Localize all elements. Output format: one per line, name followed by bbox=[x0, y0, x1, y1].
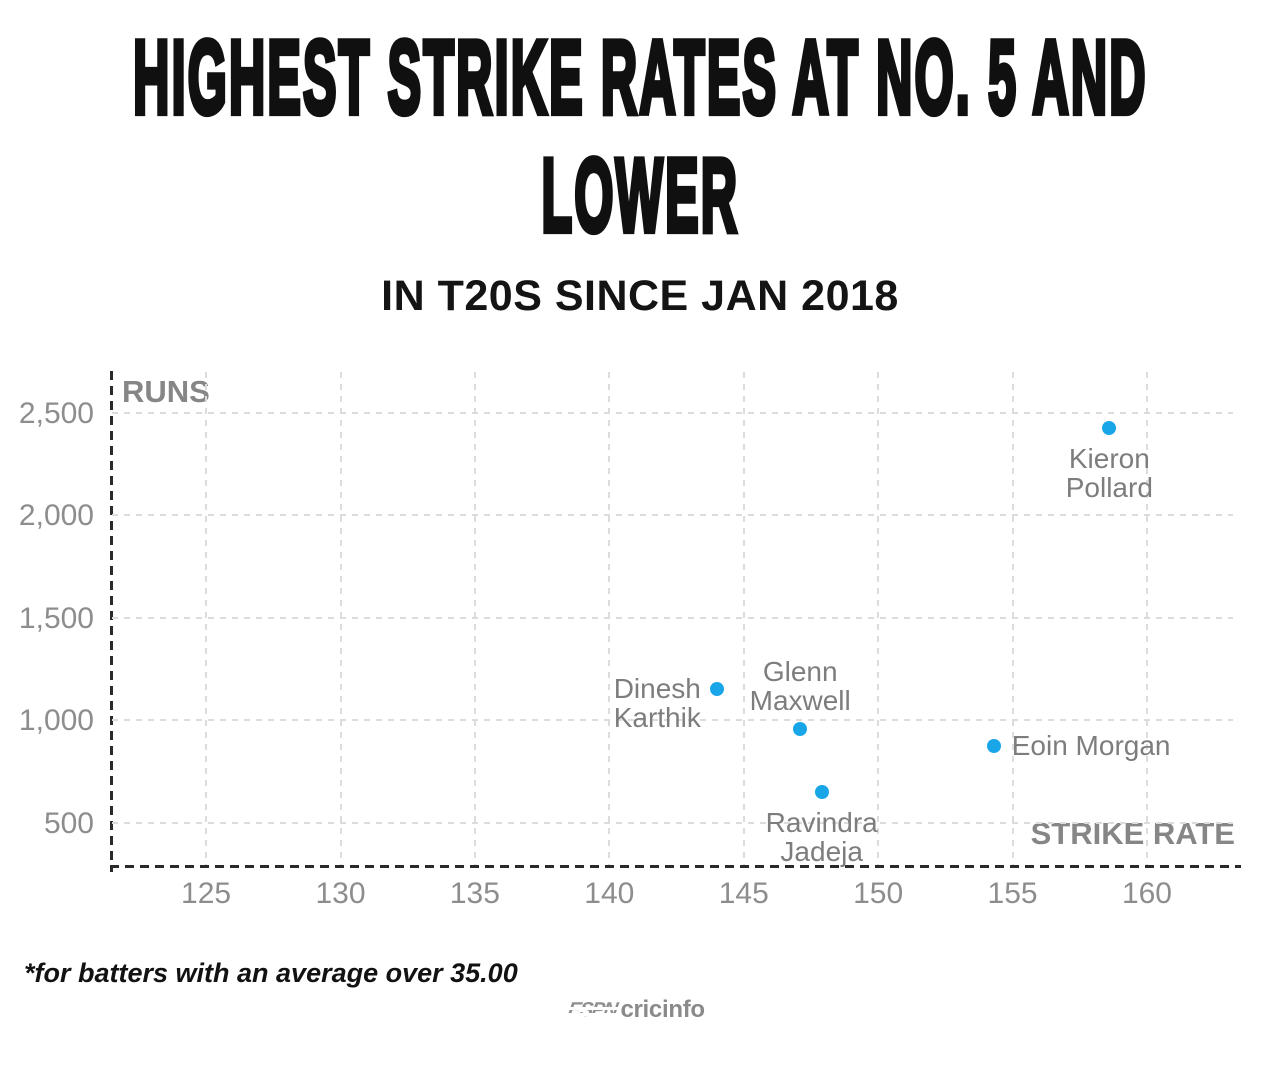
data-point-label: Kieron Pollard bbox=[1065, 443, 1153, 504]
y-axis-line bbox=[110, 371, 113, 872]
x-axis-title: STRIKE RATE bbox=[1030, 816, 1235, 851]
data-point-dot bbox=[986, 739, 1001, 754]
x-tick-label: 140 bbox=[584, 877, 635, 910]
espn-logo-icon: ESPN bbox=[565, 999, 619, 1022]
data-point-dot bbox=[793, 721, 808, 736]
x-tick-label: 150 bbox=[853, 877, 904, 910]
x-tick-label: 155 bbox=[987, 877, 1038, 910]
data-point-dot bbox=[814, 785, 829, 800]
data-point-dot bbox=[709, 681, 724, 696]
gridline-horizontal bbox=[112, 411, 1233, 414]
x-tick-label: 160 bbox=[1121, 877, 1172, 910]
footnote: *for batters with an average over 35.00 bbox=[24, 958, 518, 988]
y-tick-label: 1,500 bbox=[18, 601, 94, 635]
espncricinfo-logo: ESPN cricinfo bbox=[565, 996, 705, 1023]
data-point-label: Eoin Morgan bbox=[1011, 730, 1171, 762]
cricinfo-wordmark: cricinfo bbox=[620, 996, 705, 1023]
gridline-horizontal bbox=[112, 821, 1233, 824]
y-tick-label: 1,000 bbox=[18, 704, 94, 738]
x-tick-label: 145 bbox=[718, 877, 769, 910]
gridline-horizontal bbox=[112, 514, 1233, 517]
x-axis-line bbox=[110, 865, 1241, 868]
plot-area: RUNS STRIKE RATE 125 130 135 140 145 150 155 16… bbox=[19, 371, 1241, 910]
data-point-label: Ravindra Jadeja bbox=[765, 807, 878, 868]
y-tick-label: 500 bbox=[43, 806, 94, 840]
y-axis-title: RUNS bbox=[122, 374, 210, 409]
espn-logo-stripe bbox=[565, 1012, 619, 1016]
gridline-horizontal bbox=[112, 719, 1233, 722]
headline-row-1: HIGHEST STRIKE RATES AT NO. 5 AND bbox=[0, 16, 1280, 139]
data-point-label: Glenn Maxwell bbox=[749, 655, 851, 716]
page-subtitle: IN T20S SINCE JAN 2018 bbox=[381, 272, 899, 320]
x-tick-label: 125 bbox=[181, 877, 232, 910]
page-title-line-2: LOWER bbox=[540, 134, 739, 257]
espn-logo-stripe bbox=[566, 1006, 619, 1010]
y-tick-label: 2,500 bbox=[18, 396, 94, 430]
data-point-label: Dinesh Karthik bbox=[613, 672, 701, 733]
y-tick-label: 2,000 bbox=[18, 499, 94, 533]
headline-row-2: LOWER bbox=[0, 134, 1280, 257]
data-point-dot bbox=[1102, 421, 1117, 436]
x-tick-label: 135 bbox=[449, 877, 500, 910]
gridline-horizontal bbox=[112, 616, 1233, 619]
x-tick-label: 130 bbox=[315, 877, 366, 910]
page-title-line-1: HIGHEST STRIKE RATES AT NO. 5 AND bbox=[131, 16, 1148, 139]
